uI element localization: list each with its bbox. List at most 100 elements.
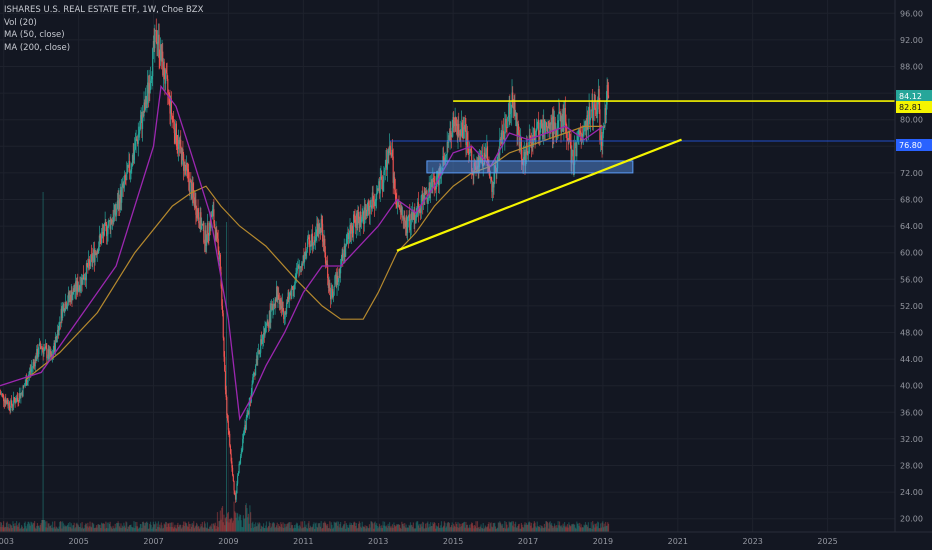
volume-bar (407, 527, 409, 532)
volume-bar (37, 525, 39, 532)
candle-body (214, 227, 216, 241)
volume-bar (12, 521, 14, 532)
volume-bar (398, 524, 400, 532)
candle-body (4, 400, 6, 403)
candle-body (98, 246, 100, 254)
volume-bar (183, 526, 185, 532)
candle-body (288, 292, 291, 300)
volume-bar (417, 525, 420, 532)
candle-body (328, 282, 330, 289)
candle-body (222, 313, 224, 338)
volume-bar (255, 526, 257, 532)
candle-body (317, 223, 319, 237)
candle-body (461, 122, 463, 128)
candle-body (159, 58, 161, 61)
candle-body (8, 402, 10, 406)
candle-body (132, 154, 134, 160)
volume-bar (435, 528, 437, 532)
candle-body (16, 397, 18, 399)
volume-bar (134, 521, 136, 532)
volume-bar (482, 523, 484, 532)
candle-body (95, 252, 97, 254)
candle-body (535, 128, 538, 132)
candle-body (316, 223, 318, 236)
volume-bar (118, 526, 121, 532)
candle-body (103, 223, 105, 236)
volume-bar (427, 527, 430, 532)
candle-body (526, 143, 528, 152)
volume-bar (579, 522, 581, 532)
candle-body (19, 393, 21, 399)
candle-body (566, 125, 568, 139)
candle-body (80, 277, 82, 286)
volume-bar (311, 526, 314, 532)
volume-bar (39, 527, 41, 532)
volume-bar (503, 527, 505, 532)
candle-body (86, 263, 88, 267)
candle-body (452, 117, 454, 128)
volume-bar (307, 523, 309, 532)
candle-body (440, 175, 442, 178)
volume-bar (375, 524, 377, 532)
volume-bar (570, 525, 572, 532)
candle-body (511, 92, 513, 108)
volume-bar (475, 521, 477, 532)
legend-ma50[interactable]: MA (50, close) (4, 30, 65, 40)
candle-body (403, 217, 405, 220)
volume-bar (563, 521, 566, 532)
candle-body (121, 187, 123, 203)
candle-body (264, 327, 266, 336)
legend-volume[interactable]: Vol (20) (4, 17, 37, 28)
volume-bar (319, 522, 321, 532)
ascending-trendline[interactable] (396, 138, 682, 252)
legend-title[interactable]: ISHARES U.S. REAL ESTATE ETF, 1W, Choe B… (4, 5, 204, 15)
drawings[interactable] (389, 100, 895, 252)
candle-body (183, 161, 185, 171)
candle-body (571, 150, 574, 151)
volume-bar (380, 527, 382, 532)
candle-body (551, 117, 553, 137)
volume-bar (598, 528, 600, 532)
volume-bar (138, 527, 140, 532)
candle-body (463, 129, 465, 139)
volume-bar (260, 528, 262, 532)
candle-body (82, 274, 84, 285)
candle-body (216, 232, 219, 239)
volume-bar (550, 524, 552, 532)
volume-bar (571, 523, 573, 532)
volume-bar (302, 527, 304, 532)
candle-body (444, 157, 446, 162)
time-axis[interactable]: 2003200520072009201120132015201720192021… (0, 537, 838, 546)
volume-bar (285, 524, 287, 532)
volume-bar (139, 527, 141, 532)
volume-bar (589, 528, 591, 532)
candle-body (390, 152, 392, 157)
candle-body (427, 197, 429, 203)
volume-bar (186, 525, 188, 532)
volume-bar (269, 522, 271, 532)
candle-body (79, 285, 81, 291)
candle-body (310, 244, 312, 247)
candle-body (582, 134, 584, 137)
volume-bar (107, 528, 109, 532)
volume-bar (152, 521, 154, 532)
candle-body (172, 116, 174, 121)
candle-body (357, 212, 359, 225)
volume-bar (584, 525, 586, 532)
volume-bar (31, 524, 34, 532)
candle-body (285, 312, 287, 314)
support-zone-rectangle[interactable] (426, 160, 634, 174)
volume-bar (405, 524, 407, 532)
volume-bar (498, 522, 500, 532)
legend-ma200[interactable]: MA (200, close) (4, 42, 71, 53)
volume-bar (196, 522, 198, 532)
candle-body (173, 121, 175, 133)
volume-bar (20, 527, 22, 532)
volume-bar (141, 528, 143, 532)
volume-bar (337, 525, 339, 532)
volume-bar (151, 528, 153, 532)
candle-body (564, 107, 566, 122)
candle-body (85, 263, 87, 281)
volume-bar (239, 515, 242, 532)
